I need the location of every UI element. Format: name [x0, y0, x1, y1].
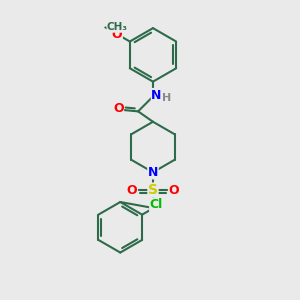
Text: H: H	[162, 93, 171, 103]
Text: O: O	[127, 184, 137, 196]
Text: N: N	[152, 88, 162, 101]
Text: O: O	[169, 184, 179, 196]
Text: N: N	[148, 166, 158, 179]
Text: Cl: Cl	[150, 199, 163, 212]
Text: O: O	[113, 102, 124, 115]
Text: CH₃: CH₃	[107, 22, 128, 32]
Text: O: O	[112, 28, 122, 40]
Text: S: S	[148, 183, 158, 197]
